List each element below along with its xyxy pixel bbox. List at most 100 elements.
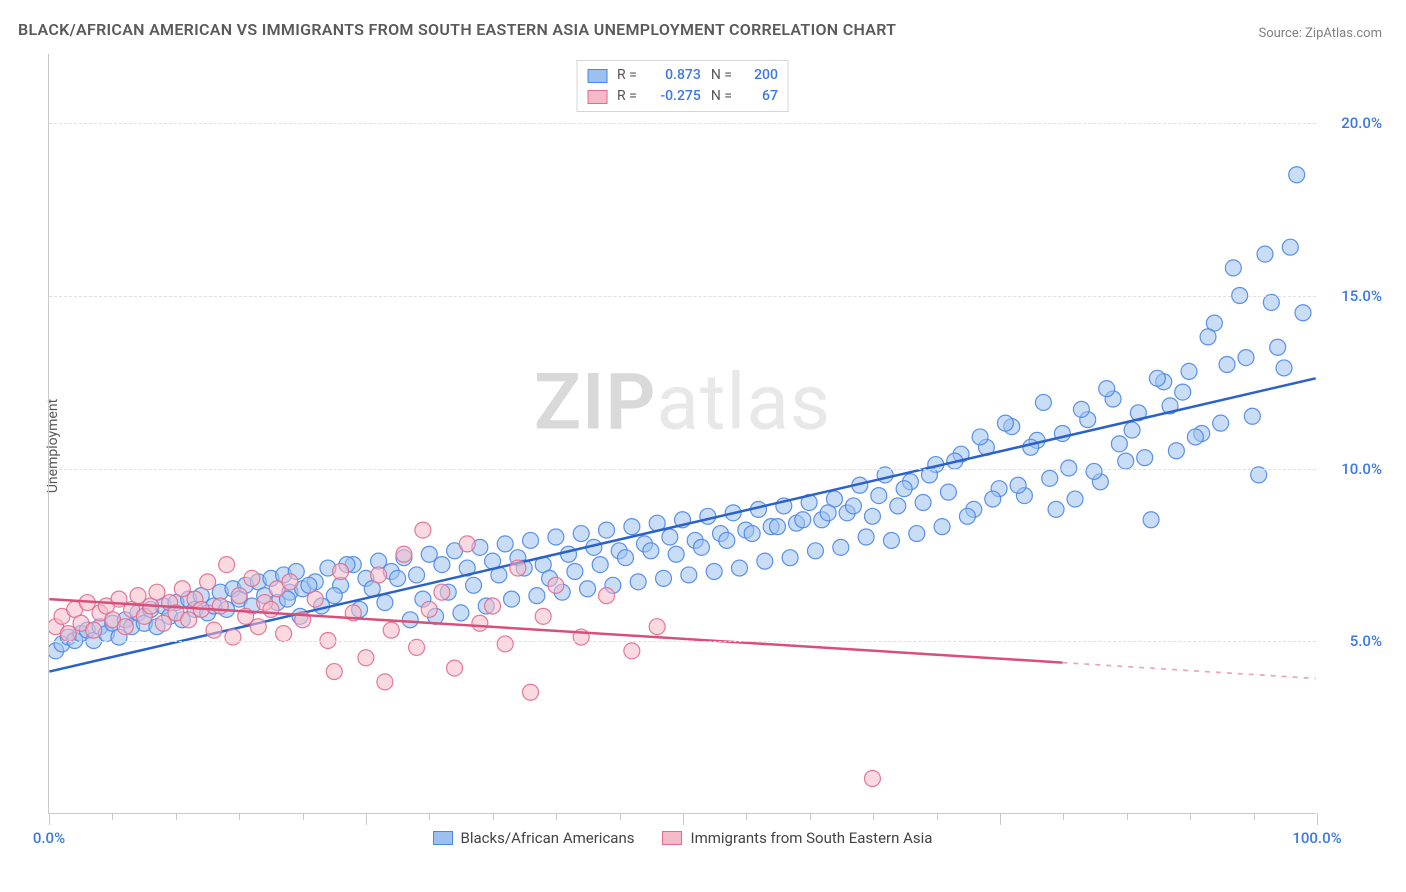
data-point [295, 612, 311, 628]
data-point [782, 550, 798, 566]
legend-stats: R =0.873N =200R =-0.275N =67 [576, 60, 789, 112]
data-point [776, 498, 792, 514]
data-point [472, 615, 488, 631]
data-point [542, 570, 558, 586]
data-point [421, 546, 437, 562]
data-point [523, 532, 539, 548]
data-point [200, 605, 216, 621]
data-point [383, 622, 399, 638]
data-point [662, 529, 678, 545]
data-point [212, 598, 228, 614]
data-point [978, 439, 994, 455]
data-point [162, 608, 178, 624]
data-point [1213, 415, 1229, 431]
data-point [168, 605, 184, 621]
n-label: N = [711, 86, 732, 107]
data-point [1181, 363, 1197, 379]
data-point [219, 601, 235, 617]
data-point [326, 664, 342, 680]
data-point [377, 595, 393, 611]
data-point [320, 560, 336, 576]
data-point [447, 660, 463, 676]
data-point [1168, 443, 1184, 459]
data-point [1105, 391, 1121, 407]
legend-series: Blacks/African AmericansImmigrants from … [433, 829, 933, 847]
data-point [314, 598, 330, 614]
data-point [883, 532, 899, 548]
data-point [466, 577, 482, 593]
data-point [269, 595, 285, 611]
data-point [820, 505, 836, 521]
data-point [599, 588, 615, 604]
data-point [713, 526, 729, 542]
data-point [706, 564, 722, 580]
data-point [1206, 315, 1222, 331]
scatter-plot: ZIPatlas R =0.873N =200R =-0.275N =67 Bl… [48, 54, 1316, 814]
data-point [124, 601, 140, 617]
data-point [434, 584, 450, 600]
data-point [421, 601, 437, 617]
data-point [1035, 394, 1051, 410]
data-point [586, 539, 602, 555]
data-point [263, 570, 279, 586]
watermark-suffix: atlas [657, 358, 832, 449]
data-point [136, 608, 152, 624]
legend-swatch [587, 69, 607, 83]
data-point [1023, 439, 1039, 455]
data-point [67, 601, 83, 617]
data-point [409, 567, 425, 583]
data-point [92, 605, 108, 621]
data-point [98, 598, 114, 614]
x-tick-minor [810, 813, 811, 820]
data-point [497, 636, 513, 652]
data-point [1130, 405, 1146, 421]
trendline [49, 599, 1062, 662]
data-point [554, 584, 570, 600]
data-point [896, 481, 912, 497]
data-point [580, 581, 596, 597]
data-point [909, 526, 925, 542]
data-point [168, 595, 184, 611]
x-tick-major [366, 813, 367, 825]
data-point [307, 574, 323, 590]
data-point [149, 584, 165, 600]
data-point [282, 584, 298, 600]
data-point [472, 539, 488, 555]
data-point [1137, 450, 1153, 466]
data-point [1219, 357, 1235, 373]
data-point [725, 505, 741, 521]
data-point [845, 498, 861, 514]
y-tick-label: 20.0% [1322, 114, 1382, 132]
x-tick-minor [176, 813, 177, 820]
data-point [1016, 488, 1032, 504]
data-point [769, 519, 785, 535]
data-point [333, 577, 349, 593]
chart-title: BLACK/AFRICAN AMERICAN VS IMMIGRANTS FRO… [18, 20, 896, 39]
data-point [934, 519, 950, 535]
data-point [953, 446, 969, 462]
data-point [377, 674, 393, 690]
data-point [276, 626, 292, 642]
data-point [79, 595, 95, 611]
data-point [415, 591, 431, 607]
data-point [73, 626, 89, 642]
data-point [592, 557, 608, 573]
data-point [871, 488, 887, 504]
data-point [1282, 239, 1298, 255]
data-point [1194, 426, 1210, 442]
data-point [624, 643, 640, 659]
data-point [807, 543, 823, 559]
data-point [434, 557, 450, 573]
data-point [111, 629, 127, 645]
data-point [1270, 339, 1286, 355]
data-point [206, 622, 222, 638]
data-point [1244, 408, 1260, 424]
x-tick-major [1317, 813, 1318, 825]
data-point [1048, 501, 1064, 517]
data-point [358, 650, 374, 666]
data-point [750, 501, 766, 517]
data-point [529, 588, 545, 604]
data-point [105, 612, 121, 628]
data-point [257, 588, 273, 604]
data-point [453, 605, 469, 621]
